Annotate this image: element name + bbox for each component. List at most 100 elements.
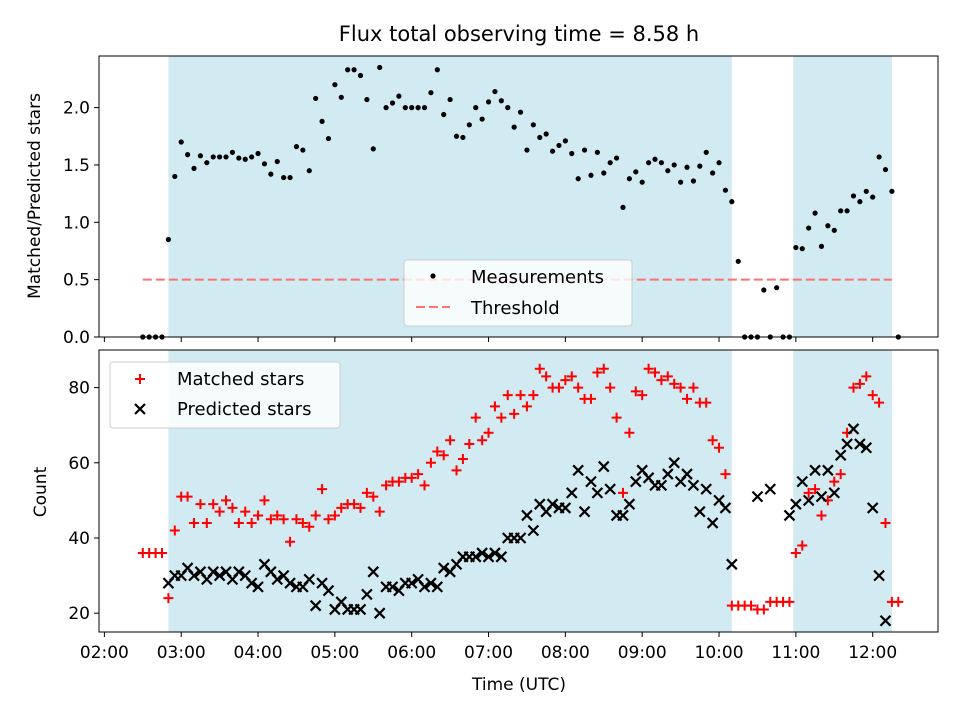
matched-star-point (573, 382, 584, 393)
matched-star-point (669, 378, 680, 389)
matched-star-point (297, 517, 308, 528)
predicted-star-point (841, 438, 853, 450)
matched-star-point (566, 371, 577, 382)
measurement-point (428, 90, 434, 96)
bottom-axes-frame (98, 349, 939, 633)
measurement-point (351, 67, 357, 73)
matched-star-point (361, 487, 372, 498)
predicted-star-point (386, 581, 399, 593)
top-y-tick-label: 1.0 (63, 213, 90, 233)
matched-star-point (259, 495, 270, 506)
measurement-point (524, 147, 530, 153)
matched-star-point (227, 502, 238, 513)
predicted-star-point (578, 505, 591, 518)
predicted-star-point (604, 483, 616, 495)
matched-star-point (253, 510, 264, 521)
predicted-star-point (700, 483, 713, 495)
predicted-star-point (373, 607, 386, 619)
predicted-star-point (719, 502, 732, 514)
predicted-star-point (213, 569, 226, 582)
x-tick-label: 02:00 (80, 643, 129, 663)
measurement-point (633, 169, 639, 175)
predicted-star-point (245, 577, 258, 589)
x-tick-label: 07:00 (464, 643, 513, 663)
matched-star-point (432, 446, 443, 457)
measurement-point (287, 174, 293, 181)
measurement-point (863, 188, 869, 194)
measurement-point (383, 105, 389, 111)
matched-star-point (406, 472, 417, 483)
top-legend: Measurements Threshold (403, 259, 633, 327)
x-tick-label: 06:00 (387, 643, 436, 663)
matched-star-point (854, 378, 865, 389)
legend-label-measurements: Measurements (471, 267, 604, 288)
matched-star-point (201, 517, 212, 528)
measurement-point (594, 149, 600, 155)
measurement-point (549, 148, 556, 154)
measurement-point (274, 158, 280, 165)
measurement-point (300, 147, 306, 153)
predicted-star-point (188, 569, 200, 582)
measurement-point (575, 176, 581, 182)
measurement-point (377, 64, 383, 71)
matched-star-point (483, 427, 494, 438)
predicted-star-point (309, 599, 322, 612)
matched-star-point (208, 499, 219, 510)
measurement-point (217, 154, 223, 160)
measurement-point (870, 194, 876, 200)
predicted-star-point (834, 449, 847, 462)
matched-star-point (624, 427, 635, 438)
predicted-star-point (252, 581, 264, 593)
measurement-point (889, 188, 895, 194)
measurement-point (466, 122, 472, 128)
measurement-point (421, 105, 428, 111)
predicted-star-point (521, 509, 533, 522)
matched-star-point (278, 514, 289, 525)
matched-star-point (457, 454, 468, 465)
predicted-star-point (425, 577, 437, 589)
predicted-star-point (233, 566, 245, 578)
predicted-star-point (623, 498, 636, 510)
predicted-star-point (559, 502, 572, 514)
matched-star-point (637, 390, 648, 401)
measurement-point (671, 162, 677, 168)
measurement-point (646, 160, 652, 166)
bottom-panel: 20 40 60 80 02:00 03:00 04:00 05:00 06:00 07:00 08… (68, 349, 939, 663)
top-y-tick-label: 0.5 (63, 271, 90, 291)
predicted-star-point (527, 524, 540, 537)
measurement-point (313, 95, 319, 102)
measurement-point (357, 72, 364, 79)
predicted-star-point (546, 498, 559, 510)
matched-star-point (560, 375, 571, 386)
matched-star-point (656, 375, 667, 386)
matched-star-point (701, 397, 712, 408)
measurement-point (415, 105, 421, 111)
matched-star-point (355, 502, 366, 513)
matched-star-point (182, 491, 193, 502)
predicted-star-point (367, 566, 380, 578)
top-y-tick-label: 1.5 (63, 156, 90, 176)
measurement-point (537, 134, 543, 141)
predicted-star-point (822, 464, 834, 477)
measurement-point (735, 258, 741, 264)
measurement-point (761, 287, 767, 293)
x-tick-label: 05:00 (310, 643, 359, 663)
legend-label-threshold: Threshold (470, 298, 560, 319)
predicted-star-point (706, 517, 719, 529)
measurement-point (626, 176, 632, 182)
predicted-star-point (482, 551, 495, 563)
measurement-point (165, 236, 172, 243)
measurement-point (172, 173, 178, 180)
legend-matched-marker (135, 374, 145, 384)
measurement-point (652, 156, 658, 162)
measurement-point (306, 168, 312, 174)
matched-star-point (509, 408, 520, 419)
predicted-star-point (495, 551, 508, 563)
measurement-point (229, 149, 236, 155)
measurement-point (370, 146, 376, 152)
matched-star-point (803, 487, 814, 498)
matched-star-point (157, 548, 168, 559)
matched-star-point (682, 393, 693, 404)
measurement-point (441, 111, 447, 118)
